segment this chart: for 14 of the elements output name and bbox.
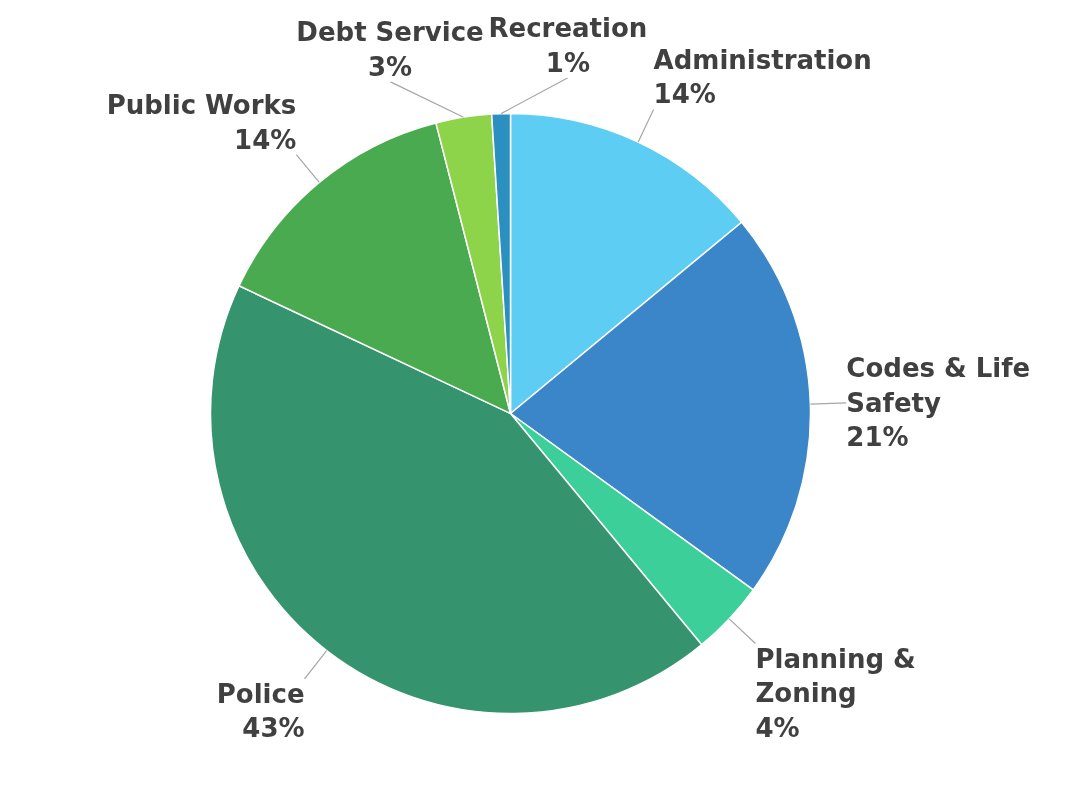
slice-label: Codes & Life Safety (846, 353, 1031, 418)
slice-label: Administration (653, 44, 872, 75)
data-label: 14% (234, 124, 297, 155)
data-label: 3% (367, 51, 413, 82)
data-label: 21% (846, 422, 909, 453)
data-label: 4% (755, 712, 800, 743)
slice-label: Debt Service (296, 17, 484, 48)
data-label: 14% (653, 79, 716, 110)
slice-label: Planning & Zoning (755, 643, 916, 709)
slice-label: Police (216, 678, 305, 709)
slice-label: Public Works (106, 90, 297, 121)
slice-label: Recreation (488, 13, 648, 44)
data-label: 43% (242, 713, 305, 744)
data-label: 1% (545, 47, 590, 78)
